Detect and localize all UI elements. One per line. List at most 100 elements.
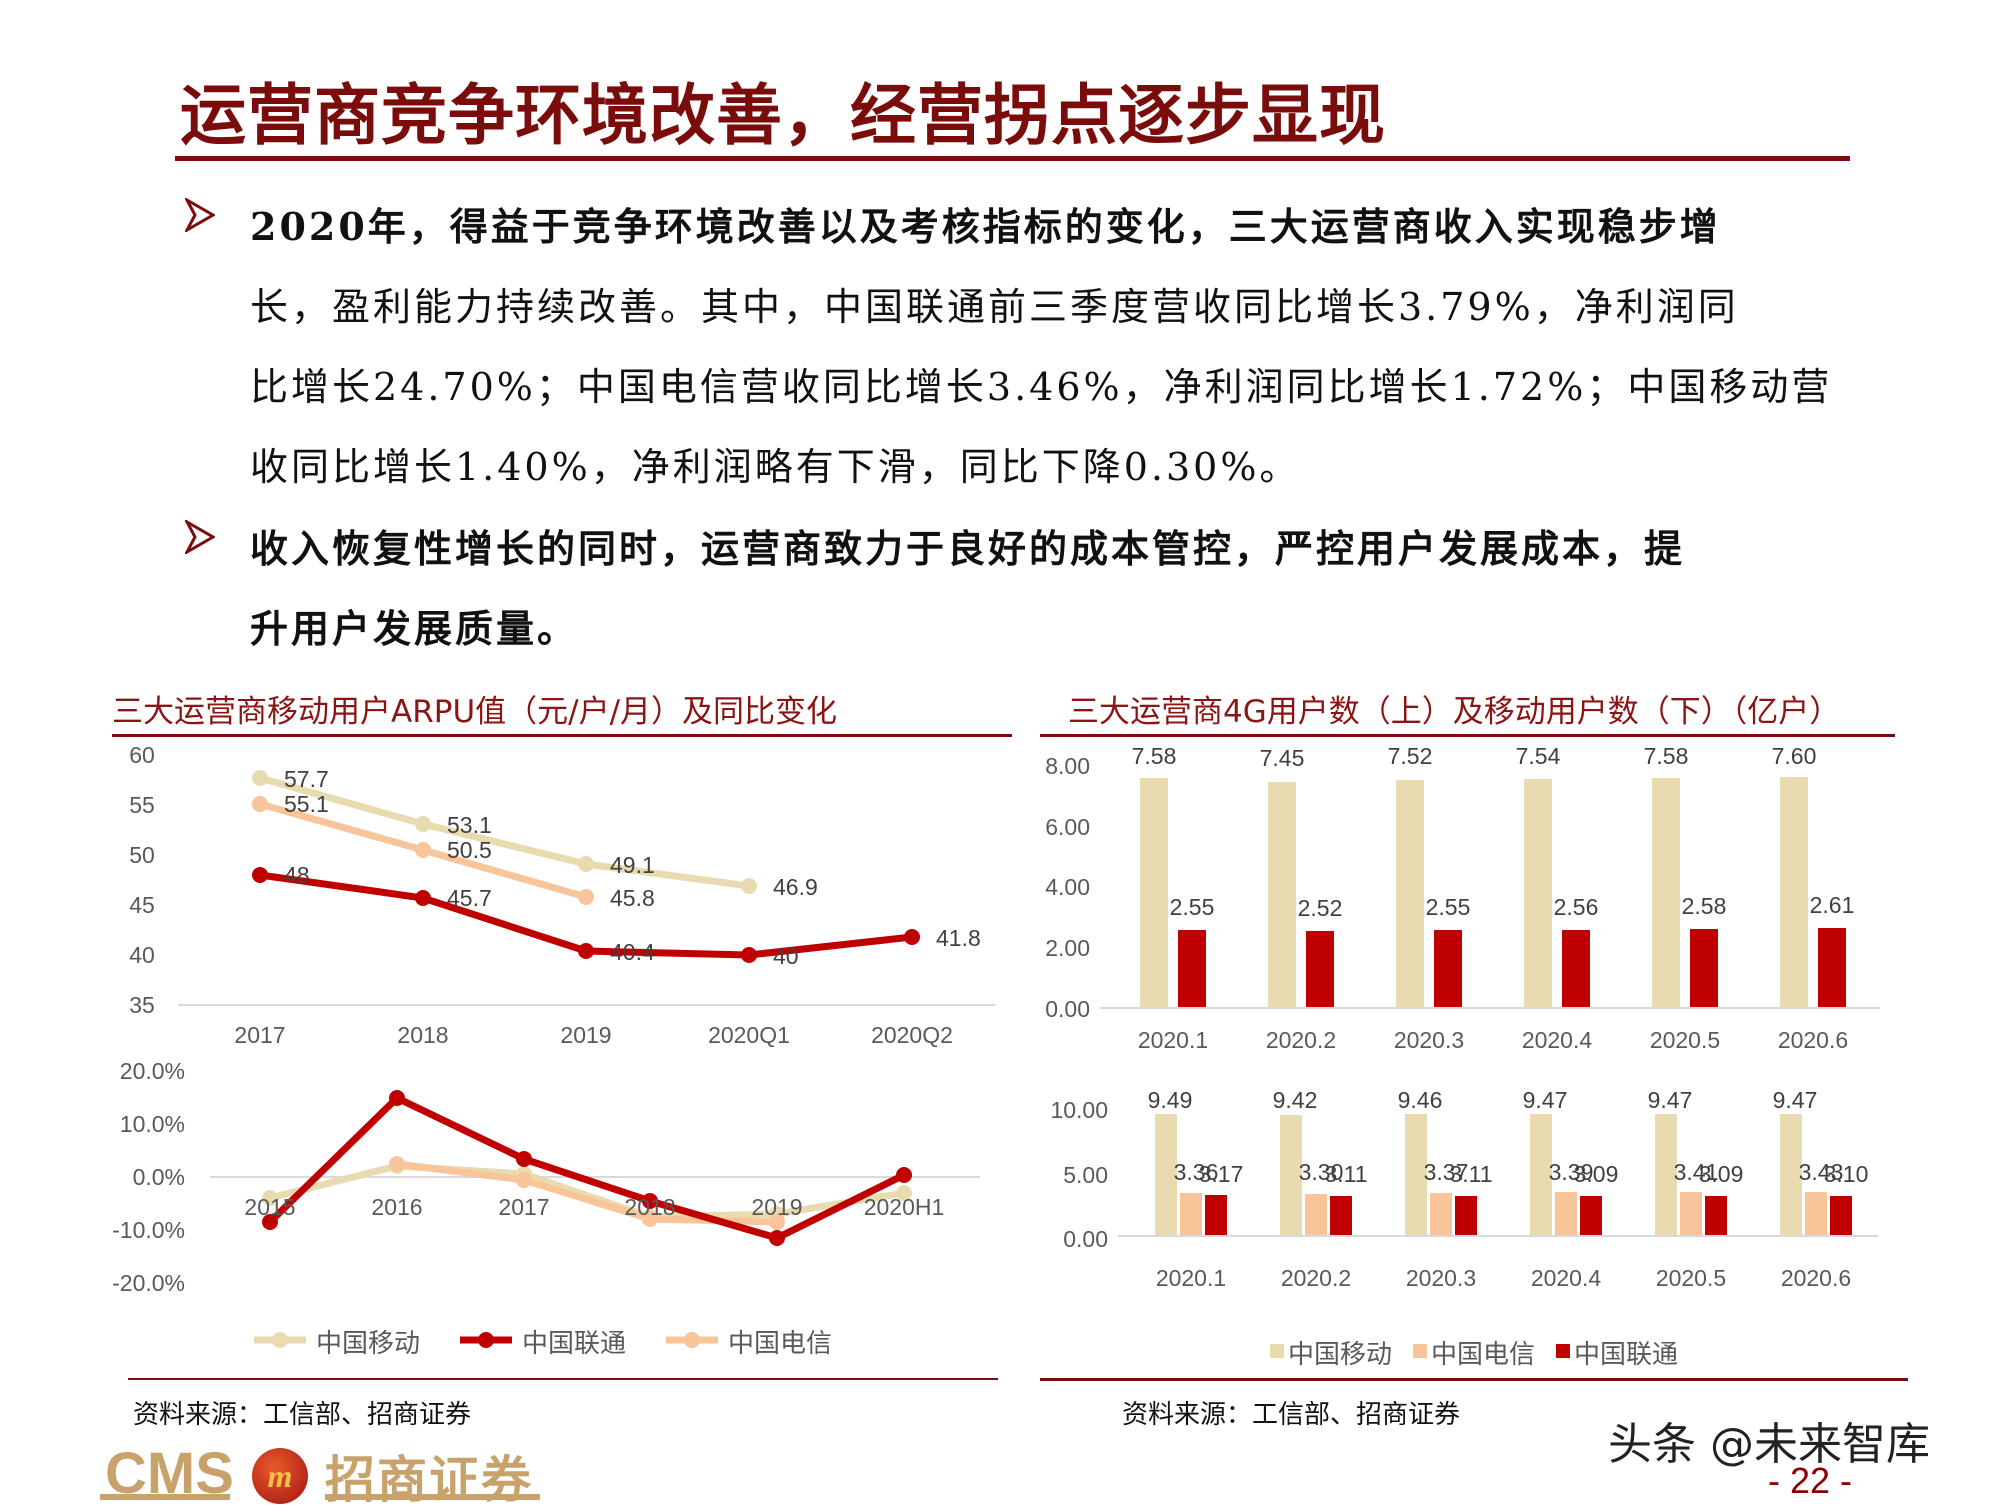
svg-text:3.17: 3.17 (1199, 1161, 1244, 1187)
left-chart-divider (112, 734, 1012, 737)
svg-text:2018: 2018 (624, 1194, 675, 1220)
svg-text:10.0%: 10.0% (120, 1111, 185, 1137)
svg-text:46.9: 46.9 (773, 874, 818, 900)
svg-text:2020.4: 2020.4 (1531, 1265, 1602, 1291)
svg-text:3.39: 3.39 (1549, 1159, 1594, 1185)
svg-text:2020.5: 2020.5 (1656, 1265, 1726, 1291)
svg-text:2019: 2019 (560, 1022, 611, 1048)
left-source-note: 资料来源：工信部、招商证券 (133, 1400, 472, 1430)
page-number: - 22 - (1768, 1460, 1853, 1501)
svg-text:41.8: 41.8 (936, 925, 981, 951)
right-source-note: 资料来源：工信部、招商证券 (1122, 1400, 1461, 1430)
svg-text:3.41: 3.41 (1674, 1159, 1719, 1185)
bullet-1-line-3: 比增长24.70%；中国电信营收同比增长3.46%，净利润同比增长1.72%；中… (250, 365, 1833, 409)
svg-text:45.7: 45.7 (447, 885, 492, 911)
svg-text:2020.5: 2020.5 (1650, 1027, 1720, 1053)
logo-underline-right (325, 1494, 540, 1500)
svg-text:2020.3: 2020.3 (1406, 1265, 1476, 1291)
svg-text:3.11: 3.11 (1449, 1161, 1492, 1187)
svg-text:2.55: 2.55 (1170, 894, 1215, 920)
bullet-1-line-2: 长，盈利能力持续改善。其中，中国联通前三季度营收同比增长3.79%，净利润同 (250, 285, 1739, 329)
svg-text:5.00: 5.00 (1063, 1162, 1108, 1188)
svg-text:57.7: 57.7 (284, 766, 329, 792)
svg-text:7.58: 7.58 (1644, 743, 1689, 769)
svg-text:0.0%: 0.0% (133, 1164, 185, 1190)
svg-text:2020.6: 2020.6 (1778, 1027, 1848, 1053)
bullet-1-line-1: 2020年，得益于竞争环境改善以及考核指标的变化，三大运营商收入实现稳步增 (250, 204, 1721, 249)
svg-text:45.8: 45.8 (610, 885, 655, 911)
cms-logo-icon: m (252, 1448, 308, 1504)
legend-swatch-china-unicom (1556, 1344, 1570, 1358)
svg-text:2019: 2019 (751, 1194, 802, 1220)
svg-text:2017: 2017 (498, 1194, 549, 1220)
svg-text:2017: 2017 (234, 1022, 285, 1048)
svg-text:3.09: 3.09 (1699, 1161, 1744, 1187)
watermark: 头条 @未来智库 (1608, 1419, 1930, 1470)
svg-text:3.43: 3.43 (1799, 1159, 1844, 1185)
svg-text:9.49: 9.49 (1148, 1087, 1193, 1113)
mobile-users-bar-chart: 10.00 5.00 0.00 9.49 9.42 9.46 9.47 9.47… (1050, 1087, 1878, 1291)
arpu-line-chart: 60 55 50 45 40 35 2017 2018 2019 2020Q1 … (129, 742, 995, 1048)
svg-text:49.1: 49.1 (610, 852, 655, 878)
legend-china-unicom: 中国联通 (1574, 1340, 1679, 1370)
svg-text:7.58: 7.58 (1132, 743, 1177, 769)
page-title: 运营商竞争环境改善，经营拐点逐步显现 (180, 77, 1386, 154)
left-chart-title: 三大运营商移动用户ARPU值（元/户/月）及同比变化 (112, 694, 838, 730)
svg-text:40: 40 (773, 943, 799, 969)
legend-china-telecom: 中国电信 (1431, 1340, 1536, 1370)
svg-text:53.1: 53.1 (447, 812, 492, 838)
svg-text:2018: 2018 (397, 1022, 448, 1048)
left-chart-legend: 中国移动 中国联通 中国电信 (250, 1320, 930, 1360)
svg-text:0.00: 0.00 (1063, 1226, 1108, 1252)
svg-text:55: 55 (129, 792, 155, 818)
bullet-1-line-4: 收同比增长1.40%，净利润略有下滑，同比下降0.30%。 (250, 445, 1301, 489)
svg-text:2020.3: 2020.3 (1394, 1027, 1464, 1053)
svg-text:2020Q1: 2020Q1 (708, 1022, 790, 1048)
svg-text:6.00: 6.00 (1045, 814, 1090, 840)
arpu-yoy-line-chart: 20.0% 10.0% 0.0% -10.0% -20.0% 2015 2016… (112, 1058, 980, 1296)
svg-text:2020.2: 2020.2 (1266, 1027, 1336, 1053)
svg-text:50: 50 (129, 842, 155, 868)
legend-swatch-china-telecom (1413, 1344, 1427, 1358)
svg-text:50.5: 50.5 (447, 837, 492, 863)
svg-text:2.56: 2.56 (1554, 894, 1599, 920)
svg-text:3.30: 3.30 (1299, 1159, 1344, 1185)
right-chart-title: 三大运营商4G用户数（上）及移动用户数（下）（亿户） (1068, 694, 1841, 730)
svg-text:10.00: 10.00 (1050, 1097, 1108, 1123)
svg-text:0.00: 0.00 (1045, 996, 1090, 1022)
svg-text:9.42: 9.42 (1273, 1087, 1318, 1113)
bullet-2-line-2: 升用户发展质量。 (250, 606, 579, 651)
svg-text:2.58: 2.58 (1682, 893, 1727, 919)
legend-china-mobile: 中国移动 (316, 1329, 421, 1359)
arrow-bullet-icon (183, 196, 217, 241)
svg-text:2020.1: 2020.1 (1138, 1027, 1208, 1053)
legend-china-unicom: 中国联通 (522, 1329, 627, 1359)
legend-swatch-china-mobile (1270, 1344, 1284, 1358)
svg-text:2.55: 2.55 (1426, 894, 1471, 920)
svg-text:20.0%: 20.0% (120, 1058, 185, 1084)
arrow-bullet-icon (183, 518, 217, 563)
svg-text:2020Q2: 2020Q2 (871, 1022, 953, 1048)
svg-text:2020.4: 2020.4 (1522, 1027, 1593, 1053)
svg-text:9.46: 9.46 (1398, 1087, 1443, 1113)
svg-text:40: 40 (129, 942, 155, 968)
svg-text:9.47: 9.47 (1773, 1087, 1818, 1113)
svg-text:-20.0%: -20.0% (112, 1270, 185, 1296)
svg-text:3.10: 3.10 (1824, 1161, 1869, 1187)
right-chart-divider (1040, 734, 1895, 737)
logo-underline-left (100, 1494, 230, 1500)
svg-text:2020H1: 2020H1 (864, 1194, 945, 1220)
legend-china-mobile: 中国移动 (1288, 1340, 1393, 1370)
svg-text:3.09: 3.09 (1574, 1161, 1619, 1187)
svg-text:45: 45 (129, 892, 155, 918)
svg-text:48: 48 (284, 862, 310, 888)
4g-users-bar-chart: 8.00 6.00 4.00 2.00 0.00 7.58 7.45 7.52 … (1045, 743, 1880, 1053)
svg-text:2020.2: 2020.2 (1281, 1265, 1351, 1291)
svg-text:7.54: 7.54 (1516, 743, 1561, 769)
cms-logo-chinese: 招商证券 (325, 1451, 533, 1509)
svg-text:2016: 2016 (371, 1194, 422, 1220)
svg-text:7.45: 7.45 (1260, 745, 1305, 771)
svg-text:8.00: 8.00 (1045, 753, 1090, 779)
svg-text:4.00: 4.00 (1045, 874, 1090, 900)
svg-text:9.47: 9.47 (1523, 1087, 1568, 1113)
